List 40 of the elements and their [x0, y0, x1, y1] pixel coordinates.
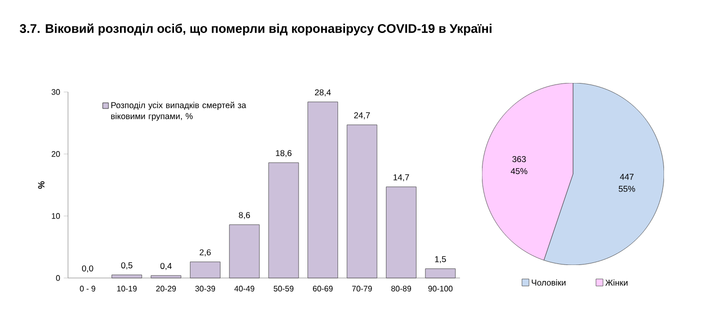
x-tick-label: 10-19 — [117, 286, 137, 292]
bar — [229, 224, 260, 278]
data-label: 1,5 — [435, 256, 446, 264]
y-axis-title: % — [38, 181, 44, 189]
data-label: 363 45% — [510, 156, 528, 174]
x-tick-label: 0 - 9 — [80, 286, 96, 292]
data-label: 24,7 — [354, 112, 370, 120]
x-tick-label: 30-39 — [195, 286, 216, 292]
data-label: 14,7 — [394, 174, 410, 182]
x-tick-label: 60-69 — [312, 286, 333, 292]
bar — [308, 102, 338, 278]
bar — [346, 124, 378, 278]
legend-label: Чоловіки — [532, 279, 566, 286]
data-label: 2,6 — [200, 249, 211, 256]
bar — [425, 268, 456, 278]
data-label: 18,6 — [276, 150, 292, 158]
data-label: 0,5 — [121, 262, 132, 270]
x-tick-label: 90-100 — [428, 286, 453, 292]
data-label: 8,6 — [238, 212, 250, 220]
data-label: 0,0 — [82, 265, 94, 272]
bar — [112, 274, 142, 278]
x-tick-label: 40-49 — [234, 286, 254, 292]
legend-label: Розподіл усіх випадків смертей за віковими групами, % — [111, 102, 246, 121]
data-label: 28,4 — [314, 89, 331, 96]
bar — [386, 186, 416, 278]
y-tick-label: 10 — [52, 213, 60, 219]
bar — [190, 262, 220, 278]
x-tick-label: 70-79 — [352, 286, 372, 292]
legend-label: Жінки — [605, 279, 628, 286]
data-label: 0,4 — [160, 262, 172, 270]
x-tick-label: 50-59 — [274, 286, 294, 292]
x-tick-label: 20-29 — [156, 286, 176, 292]
x-tick-label: 80-89 — [391, 286, 412, 292]
bar — [268, 162, 299, 278]
chart-title: 3.7. Віковий розподіл осіб, що померли від коронавірусу COVID-19 в Україні — [20, 24, 492, 36]
y-tick-label: 30 — [52, 89, 60, 95]
data-label: 447 55% — [618, 174, 636, 192]
y-tick-label: 0 — [56, 275, 60, 281]
bar — [150, 275, 182, 278]
y-tick-label: 20 — [52, 151, 60, 157]
